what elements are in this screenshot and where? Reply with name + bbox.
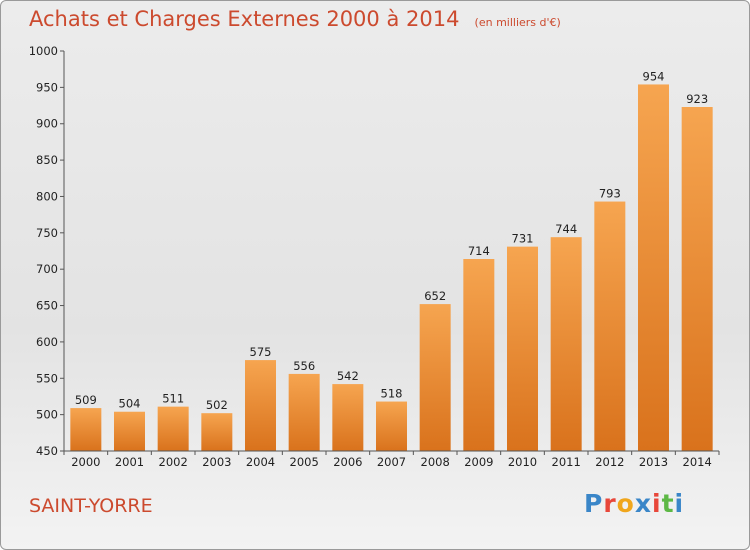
x-tick-2010: 2010 — [508, 455, 537, 469]
bar-2006 — [332, 384, 364, 451]
x-tick-2008: 2008 — [421, 455, 450, 469]
y-tick-550: 550 — [36, 371, 58, 385]
x-tick-2003: 2003 — [202, 455, 231, 469]
y-tick-800: 800 — [36, 189, 58, 203]
x-tick-2011: 2011 — [552, 455, 581, 469]
logo-letter: o — [616, 489, 635, 518]
x-tick-2013: 2013 — [639, 455, 668, 469]
x-tick-2002: 2002 — [159, 455, 188, 469]
y-tick-700: 700 — [36, 262, 58, 276]
x-tick-2000: 2000 — [71, 455, 100, 469]
bar-2005 — [288, 373, 320, 451]
bar-2000 — [70, 408, 102, 451]
value-label-2002: 511 — [162, 392, 184, 406]
x-tick-2006: 2006 — [333, 455, 362, 469]
bar-2013 — [638, 84, 669, 452]
logo-letter: r — [603, 489, 617, 518]
value-label-2008: 652 — [424, 289, 446, 303]
location-label: SAINT-YORRE — [29, 495, 153, 517]
y-tick-650: 650 — [36, 299, 58, 313]
y-tick-850: 850 — [36, 153, 58, 167]
value-label-2013: 954 — [643, 69, 665, 83]
x-tick-2007: 2007 — [377, 455, 406, 469]
bar-2010 — [507, 246, 538, 451]
value-label-2005: 556 — [293, 359, 315, 373]
value-label-2011: 744 — [555, 222, 577, 236]
value-label-2006: 542 — [337, 369, 359, 383]
chart-title: Achats et Charges Externes 2000 à 2014 (… — [29, 7, 561, 31]
proxiti-logo: Proxiti — [584, 489, 684, 518]
value-label-2001: 504 — [119, 397, 141, 411]
bar-2002 — [157, 406, 189, 451]
value-label-2012: 793 — [599, 187, 621, 201]
bar-2014 — [681, 107, 713, 451]
y-tick-750: 750 — [36, 226, 58, 240]
bar-2007 — [376, 401, 407, 451]
y-tick-500: 500 — [36, 408, 58, 422]
x-tick-2001: 2001 — [115, 455, 144, 469]
bar-2001 — [114, 411, 145, 451]
value-label-2004: 575 — [250, 345, 272, 359]
logo-letter: i — [674, 489, 685, 518]
subtitle-text: (en milliers d'€) — [474, 16, 561, 29]
y-tick-1000: 1000 — [29, 44, 58, 58]
value-label-2010: 731 — [512, 232, 534, 246]
bar-2003 — [201, 413, 233, 451]
x-tick-2009: 2009 — [464, 455, 493, 469]
logo-letter: P — [584, 489, 604, 518]
x-tick-2004: 2004 — [246, 455, 275, 469]
y-tick-450: 450 — [36, 444, 58, 458]
value-label-2014: 923 — [686, 92, 708, 106]
bar-2004 — [245, 360, 276, 451]
x-tick-2012: 2012 — [595, 455, 624, 469]
value-label-2007: 518 — [381, 387, 403, 401]
y-tick-600: 600 — [36, 335, 58, 349]
logo-letter: t — [661, 489, 675, 518]
y-tick-950: 950 — [36, 80, 58, 94]
value-label-2000: 509 — [75, 393, 97, 407]
value-label-2003: 502 — [206, 398, 228, 412]
logo-letter: i — [652, 489, 662, 518]
bar-2012 — [594, 201, 626, 451]
bar-2011 — [550, 237, 582, 451]
title-text: Achats et Charges Externes 2000 à 2014 — [29, 7, 460, 31]
x-tick-2014: 2014 — [683, 455, 712, 469]
bar-2009 — [463, 259, 495, 451]
logo-letter: x — [634, 489, 652, 518]
value-label-2009: 714 — [468, 244, 490, 258]
x-tick-2005: 2005 — [290, 455, 319, 469]
y-tick-900: 900 — [36, 117, 58, 131]
bar-2008 — [419, 304, 451, 451]
